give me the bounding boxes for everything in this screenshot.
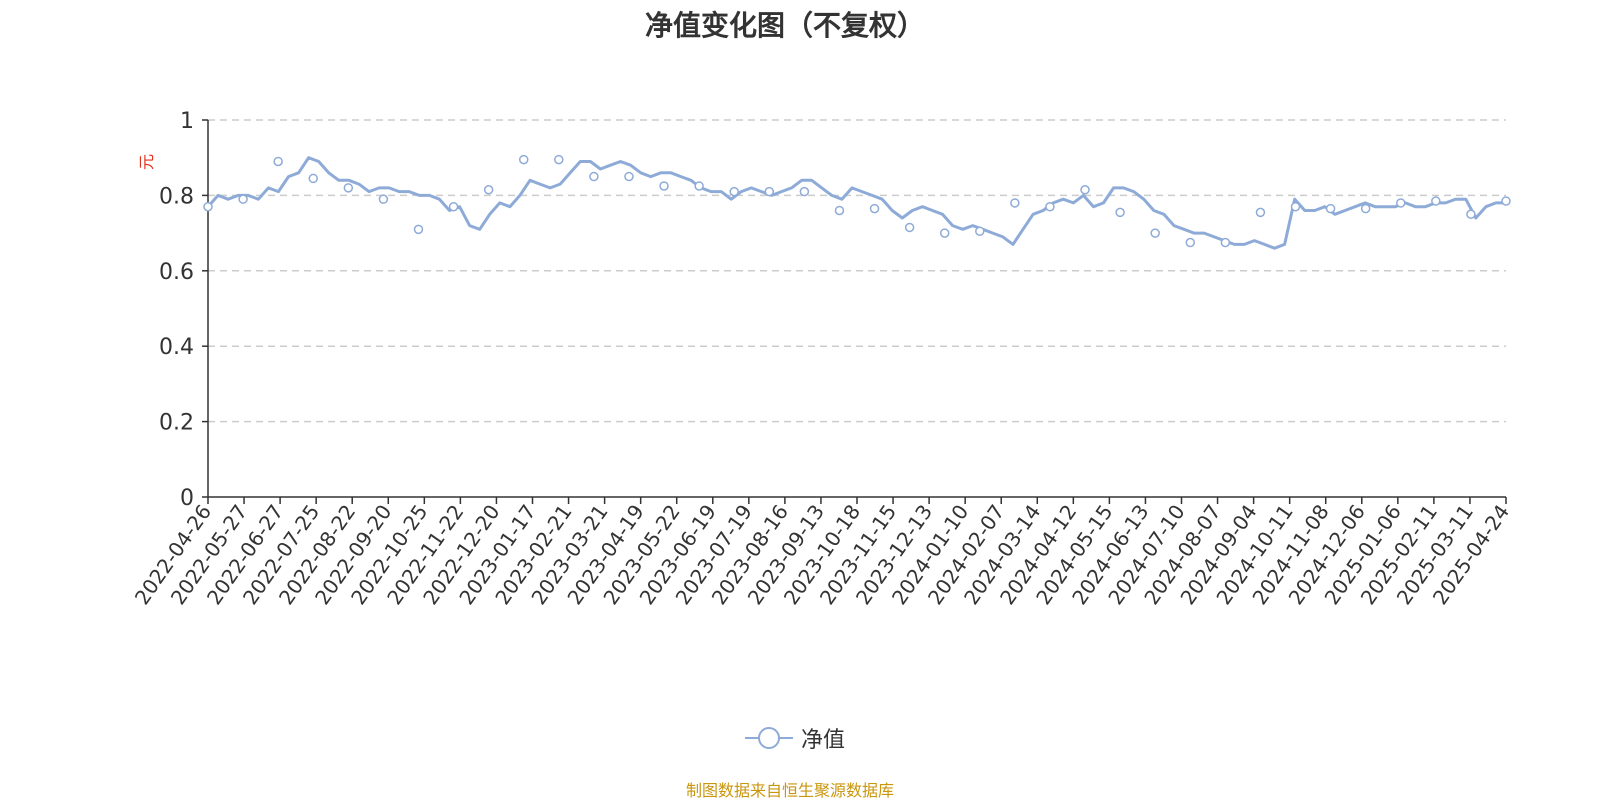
axes: [202, 119, 1507, 504]
series-point-marker[interactable]: [308, 173, 318, 184]
series-point-marker[interactable]: [1185, 237, 1196, 248]
series-point-marker[interactable]: [799, 186, 810, 197]
series-point-marker[interactable]: [729, 186, 739, 197]
series-point-marker[interactable]: [273, 156, 283, 167]
series-point-marker[interactable]: [518, 154, 529, 165]
series-point-marker[interactable]: [448, 201, 459, 212]
series-point-marker[interactable]: [834, 205, 845, 216]
grid-lines: [208, 119, 1506, 423]
series-markers: [203, 154, 1511, 248]
series-point-marker[interactable]: [483, 184, 494, 195]
series-line-0: [206, 156, 1506, 250]
series-point-marker[interactable]: [939, 228, 950, 238]
y-tick-label: 0.4: [159, 335, 194, 360]
y-tick-label: 0.8: [159, 184, 194, 209]
series-point-marker[interactable]: [1150, 228, 1160, 238]
series-point-marker[interactable]: [975, 226, 985, 236]
series-point-marker[interactable]: [1360, 203, 1371, 214]
y-tick-label: 0.6: [159, 260, 194, 285]
y-tick-label: 0.2: [159, 411, 194, 436]
series-point-marker[interactable]: [413, 224, 424, 235]
series-point-marker[interactable]: [1290, 201, 1301, 212]
series-point-marker[interactable]: [1501, 196, 1511, 206]
series-point-marker[interactable]: [554, 154, 564, 165]
series-point-marker[interactable]: [764, 186, 775, 197]
y-axis-label: 元: [137, 154, 156, 170]
series-layer: [206, 156, 1506, 250]
series-point-marker[interactable]: [1045, 201, 1055, 212]
series-point-marker[interactable]: [589, 171, 599, 182]
series-point-marker[interactable]: [1220, 237, 1231, 248]
series-point-marker[interactable]: [904, 222, 915, 233]
source-note: 制图数据来自恒生聚源数据库: [685, 781, 894, 800]
series-point-marker[interactable]: [1325, 203, 1336, 214]
y-tick-label: 1: [180, 109, 194, 134]
y-tick-labels: 0 0.2 0.4 0.6 0.8 1: [159, 109, 194, 511]
series-point-marker[interactable]: [694, 181, 704, 191]
series-point-marker[interactable]: [378, 194, 389, 204]
series-point-marker[interactable]: [238, 194, 248, 204]
series-point-marker[interactable]: [1115, 207, 1125, 218]
legend-label: 净值: [801, 728, 846, 753]
series-point-marker[interactable]: [1010, 198, 1020, 208]
series-point-marker[interactable]: [343, 183, 354, 193]
y-tick-label: 0: [180, 486, 194, 511]
legend[interactable]: 净值: [745, 722, 845, 754]
legend-line-icon: [745, 727, 793, 749]
series-point-marker[interactable]: [1396, 198, 1406, 208]
series-point-marker[interactable]: [659, 181, 669, 191]
series-point-marker[interactable]: [869, 203, 880, 214]
chart-title: 净值变化图（不复权）: [644, 9, 925, 42]
series-point-marker[interactable]: [1466, 209, 1476, 219]
x-tick-labels: 2022-04-262022-05-272022-06-272022-07-25…: [130, 500, 1514, 609]
series-point-marker[interactable]: [624, 171, 634, 182]
series-point-marker[interactable]: [1255, 207, 1266, 218]
series-point-marker[interactable]: [1080, 184, 1090, 195]
series-point-marker[interactable]: [203, 201, 213, 212]
series-point-marker[interactable]: [1431, 196, 1441, 206]
